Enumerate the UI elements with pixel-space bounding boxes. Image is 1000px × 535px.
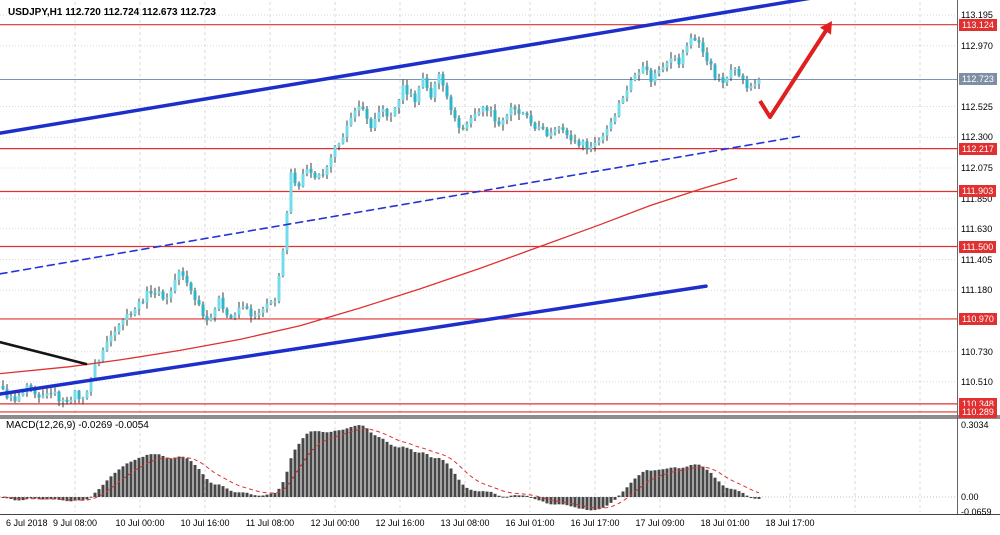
- current-price-badge: 112.723: [959, 73, 997, 86]
- price-level-badge: 110.970: [959, 312, 997, 325]
- time-axis-label: 10 Jul 16:00: [180, 518, 230, 528]
- time-axis-label: 18 Jul 01:00: [700, 518, 750, 528]
- price-tick-label: 110.510: [961, 376, 993, 387]
- price-tick-label: 111.630: [961, 223, 993, 234]
- pane-separator[interactable]: [0, 415, 1000, 419]
- time-axis-label: 9 Jul 08:00: [52, 518, 98, 528]
- price-level-badge: 113.124: [959, 18, 997, 31]
- macd-scale-zero: 0.00: [961, 492, 979, 502]
- grid: [0, 2, 957, 512]
- price-tick-label: 112.970: [961, 40, 993, 51]
- price-tick-label: 110.730: [961, 346, 993, 357]
- price-tick-label: 111.850: [961, 193, 993, 204]
- mid-dashed-trendline[interactable]: [0, 135, 803, 275]
- price-level-badge: 110.289: [959, 405, 997, 418]
- channel-lower-trendline[interactable]: [0, 284, 708, 396]
- price-tick-label: 113.195: [961, 10, 993, 20]
- price-tick-label: 112.075: [961, 162, 993, 173]
- red-trendline[interactable]: [0, 177, 738, 375]
- time-axis-label: 18 Jul 17:00: [765, 518, 815, 528]
- time-axis-label: 12 Jul 00:00: [310, 518, 360, 528]
- buy-signal-arrow[interactable]: [758, 21, 832, 119]
- time-axis-label: 16 Jul 17:00: [570, 518, 620, 528]
- candlesticks: [1, 33, 761, 408]
- price-tick-label: 111.180: [961, 285, 993, 296]
- price-level-badge: 111.500: [959, 240, 997, 253]
- price-axis: 112.723 0.3034 0.00 -0.0659 113.195 112.9…: [959, 0, 1000, 517]
- time-axis-label: 17 Jul 09:00: [635, 518, 685, 528]
- time-axis: 6 Jul 2018 9 Jul 08:00 10 Jul 00:00 10 Jul …: [0, 516, 958, 535]
- time-axis-label: 16 Jul 01:00: [505, 518, 555, 528]
- price-tick-label: 112.525: [961, 101, 993, 112]
- time-axis-label: 11 Jul 08:00: [245, 518, 295, 528]
- macd-scale-max: 0.3034: [961, 420, 989, 431]
- time-axis-label: 10 Jul 00:00: [115, 518, 165, 528]
- macd-scale-min: -0.0659: [961, 506, 992, 517]
- time-axis-label: 12 Jul 16:00: [375, 518, 425, 528]
- price-level-badge: 111.903: [959, 185, 997, 198]
- time-axis-label: 6 Jul 2018: [6, 518, 48, 528]
- price-level-badge: 112.217: [959, 142, 997, 155]
- channel-upper-trendline[interactable]: [0, 0, 812, 135]
- macd-signal-line: [2, 428, 760, 509]
- macd-histogram: [1, 425, 761, 511]
- black-trendline[interactable]: [0, 340, 88, 366]
- price-tick-label: 111.405: [961, 254, 993, 265]
- time-axis-label: 13 Jul 08:00: [440, 518, 490, 528]
- price-tick-label: 112.300: [961, 132, 993, 143]
